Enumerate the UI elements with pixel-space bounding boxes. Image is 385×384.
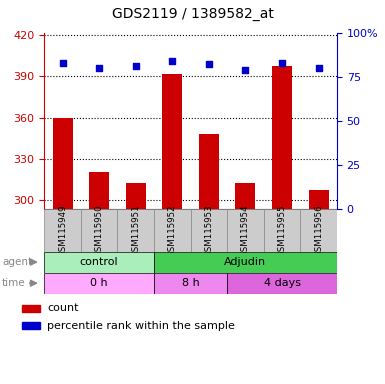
Text: Adjudin: Adjudin xyxy=(224,257,266,267)
Bar xyxy=(272,66,292,209)
Text: GSM115950: GSM115950 xyxy=(95,204,104,257)
Text: GSM115953: GSM115953 xyxy=(204,204,213,257)
Text: GSM115952: GSM115952 xyxy=(168,204,177,257)
Bar xyxy=(308,190,329,209)
Text: GSM115954: GSM115954 xyxy=(241,204,250,257)
Bar xyxy=(154,273,227,294)
Bar xyxy=(22,305,40,312)
Point xyxy=(206,61,212,68)
Point xyxy=(59,60,65,66)
Text: GSM115951: GSM115951 xyxy=(131,204,140,257)
Point xyxy=(279,60,285,66)
Bar xyxy=(154,252,337,273)
Text: 8 h: 8 h xyxy=(182,278,199,288)
Text: agent: agent xyxy=(2,257,32,267)
Text: GSM115956: GSM115956 xyxy=(314,204,323,257)
Bar xyxy=(300,209,337,252)
Bar xyxy=(81,209,117,252)
Point xyxy=(316,65,322,71)
Bar xyxy=(44,273,154,294)
Bar xyxy=(154,209,191,252)
Text: control: control xyxy=(80,257,119,267)
Text: GSM115955: GSM115955 xyxy=(278,204,286,257)
Text: GSM115949: GSM115949 xyxy=(58,204,67,257)
Point xyxy=(132,63,139,69)
Bar xyxy=(235,183,256,209)
Bar xyxy=(227,273,337,294)
Bar xyxy=(44,252,154,273)
Point xyxy=(96,65,102,71)
Text: GDS2119 / 1389582_at: GDS2119 / 1389582_at xyxy=(112,7,273,21)
Point xyxy=(243,67,249,73)
Bar xyxy=(264,209,300,252)
Bar xyxy=(162,74,182,209)
Bar xyxy=(89,172,109,209)
Bar xyxy=(199,134,219,209)
Text: 4 days: 4 days xyxy=(263,278,301,288)
Text: count: count xyxy=(47,303,79,313)
Bar xyxy=(52,118,73,209)
Point xyxy=(169,58,176,64)
Text: percentile rank within the sample: percentile rank within the sample xyxy=(47,321,235,331)
Bar xyxy=(22,322,40,329)
Text: time: time xyxy=(2,278,25,288)
Bar xyxy=(227,209,264,252)
Bar xyxy=(191,209,227,252)
Bar xyxy=(126,183,146,209)
Bar xyxy=(44,209,81,252)
Text: 0 h: 0 h xyxy=(90,278,108,288)
Bar xyxy=(117,209,154,252)
